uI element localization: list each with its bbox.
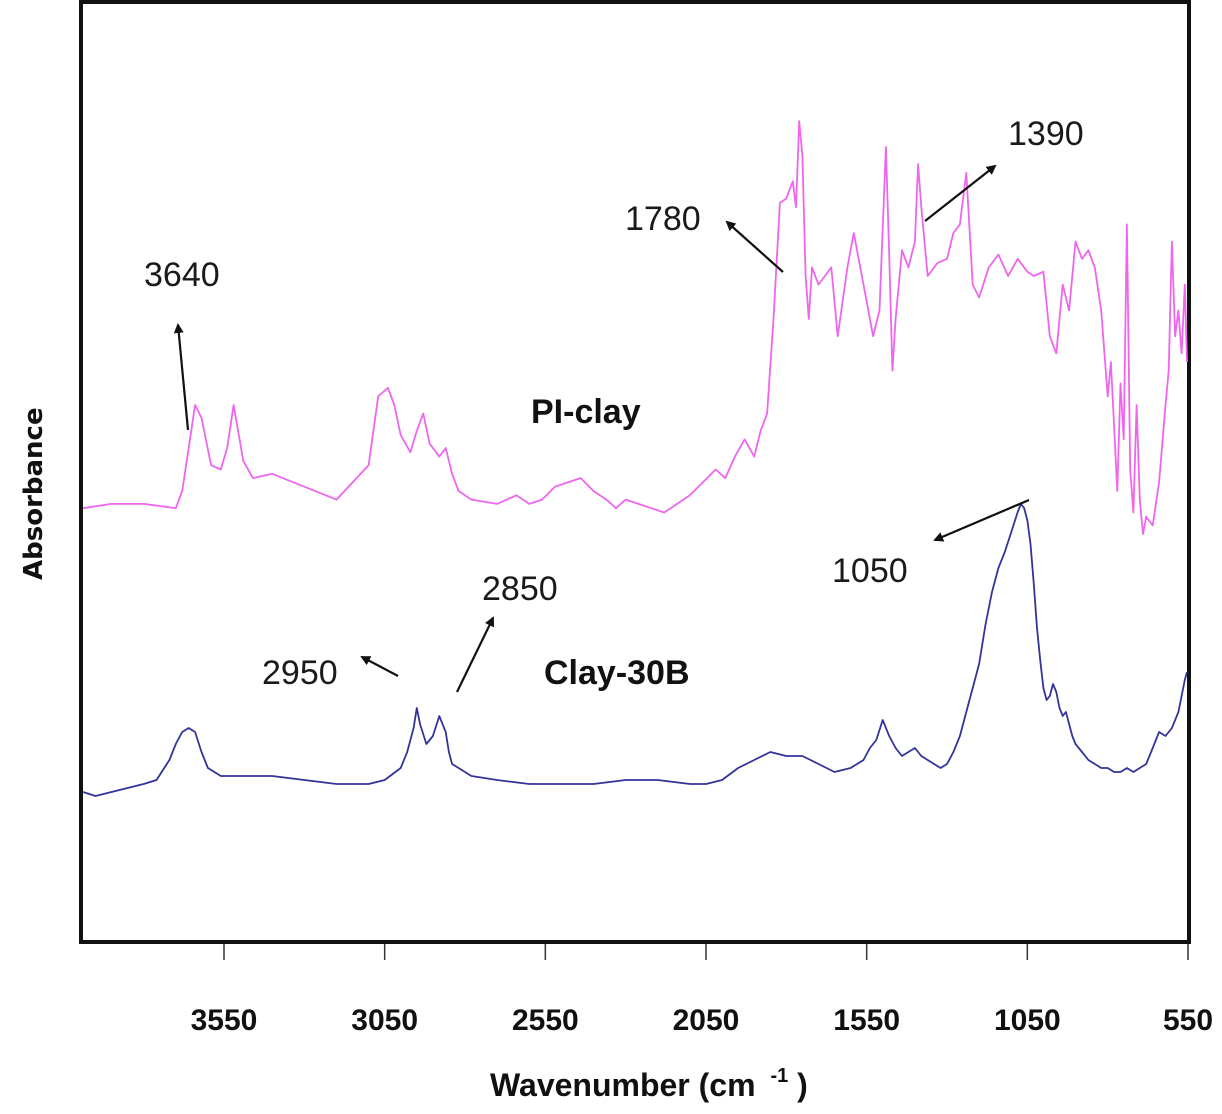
- annotation-arrows: [173, 164, 1030, 693]
- arrow-3640: [173, 323, 190, 431]
- x-tick-label: 2550: [512, 1004, 579, 1037]
- arrow-1780: [725, 220, 784, 273]
- x-axis-title: Wavenumber (cm -1 ): [490, 1053, 808, 1103]
- annotation-1390: 1390: [1008, 115, 1084, 153]
- plot-area: [79, 0, 1191, 944]
- x-axis-title-close: ): [797, 1067, 808, 1103]
- series-line-clay-30b: [82, 503, 1188, 797]
- arrow-1390: [924, 164, 997, 222]
- arrow-2950: [360, 656, 399, 677]
- x-axis-title-main: Wavenumber (cm: [490, 1067, 756, 1103]
- annotation-3640: 3640: [144, 256, 220, 294]
- series-label-pi-clay: PI-clay: [531, 393, 641, 431]
- x-tick-label: 2050: [673, 1004, 740, 1037]
- x-axis-title-superscript: -1: [770, 1065, 788, 1087]
- x-axis: 3550 3050 2550 2050 1550 1050 550: [191, 944, 1213, 1037]
- series-layer: [82, 120, 1188, 797]
- series-line-pi-clay: [82, 120, 1188, 535]
- x-tick-label: 550: [1163, 1004, 1213, 1037]
- x-tick-label: 3550: [191, 1004, 258, 1037]
- annotation-2850: 2850: [482, 570, 558, 608]
- x-tick-label: 1050: [994, 1004, 1061, 1037]
- annotation-1050: 1050: [832, 552, 908, 590]
- arrow-1050: [933, 498, 1030, 542]
- x-tick-label: 1550: [833, 1004, 900, 1037]
- annotation-2950: 2950: [262, 654, 338, 692]
- x-tick-label: 3050: [351, 1004, 418, 1037]
- y-axis-title: Absorbance: [19, 407, 49, 580]
- annotation-1780: 1780: [625, 200, 701, 238]
- arrow-2850: [456, 616, 494, 693]
- series-label-clay-30b: Clay-30B: [544, 654, 690, 692]
